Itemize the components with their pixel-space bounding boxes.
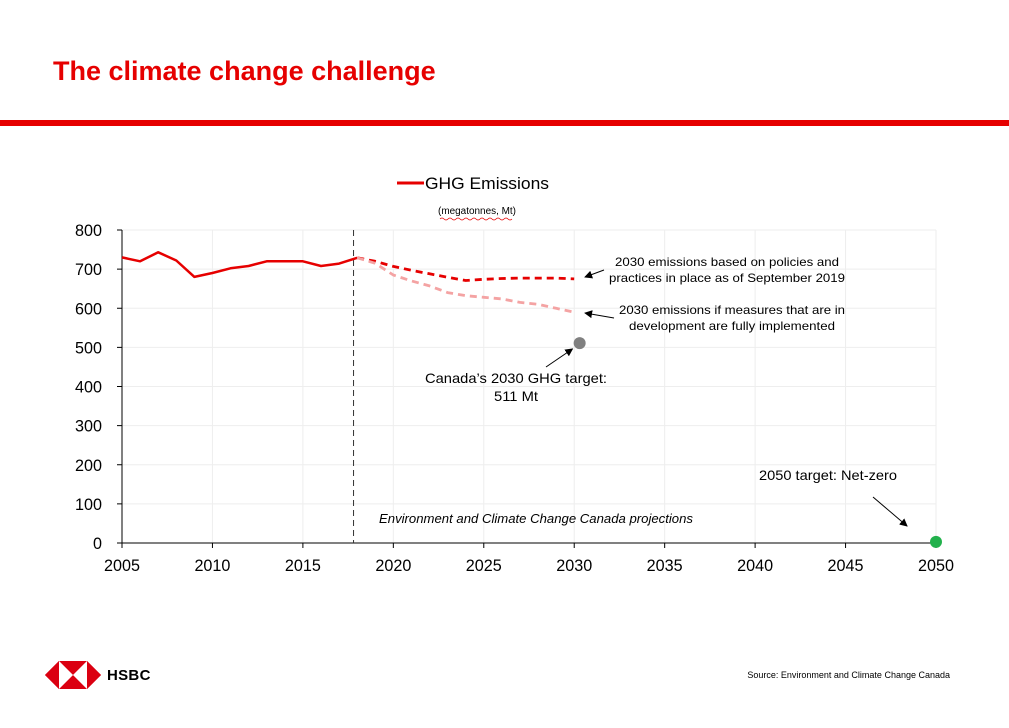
slide-title: The climate change challenge (53, 56, 436, 86)
title-rule (0, 120, 1009, 126)
y-tick-label: 200 (75, 456, 102, 475)
x-tick-label: 2010 (194, 556, 230, 575)
target-2050-point (930, 535, 942, 548)
x-tick-label: 2025 (466, 556, 502, 575)
chart-points (573, 337, 942, 548)
annotation-target-line2: 511 Mt (494, 388, 538, 404)
arrow-policies (584, 269, 605, 279)
y-tick-label: 0 (93, 534, 102, 553)
y-tick-label: 100 (75, 495, 102, 514)
legend-label: GHG Emissions (425, 174, 549, 193)
arrow-measures (584, 310, 615, 319)
x-tick-label: 2005 (104, 556, 140, 575)
annotation-policies-line1: 2030 emissions based on policies and (615, 255, 839, 269)
annotation-measures-line1: 2030 emissions if measures that are in (619, 303, 845, 317)
arrow-target-2030 (545, 348, 574, 368)
x-tick-label: 2030 (556, 556, 592, 575)
y-tick-label: 700 (75, 260, 102, 279)
chart-axes: 0 100 200 300 400 500 600 700 800 2005 2010 2015 202… (75, 221, 954, 575)
legend-sublabel: (megatonnes, Mt) (438, 206, 516, 217)
y-tick-label: 400 (75, 378, 102, 397)
x-tick-label: 2015 (285, 556, 321, 575)
y-tick-label: 500 (75, 338, 102, 357)
annotation-measures-line2: development are fully implemented (629, 319, 835, 333)
chart-annotations: GHG Emissions (megatonnes, Mt) 2030 emis… (379, 174, 897, 526)
target-2030-point (573, 337, 586, 350)
annotation-netzero: 2050 target: Net-zero (759, 467, 897, 483)
x-tick-label: 2035 (647, 556, 683, 575)
x-tick-label: 2020 (375, 556, 411, 575)
series-line-current-policies (356, 256, 575, 282)
series-line-additional-measures (356, 256, 575, 314)
hsbc-logo: HSBC (45, 660, 151, 690)
chart-series (121, 251, 575, 314)
x-tick-label: 2040 (737, 556, 773, 575)
hsbc-hexagon-icon (45, 661, 101, 689)
x-tick-label: 2045 (828, 556, 864, 575)
spellcheck-underline (439, 217, 513, 221)
chart-grid (122, 229, 937, 543)
series-line-historical (121, 251, 358, 279)
annotation-projections: Environment and Climate Change Canada pr… (379, 511, 693, 526)
x-tick-label: 2050 (918, 556, 954, 575)
source-note: Source: Environment and Climate Change C… (747, 670, 950, 680)
annotation-target-line1: Canada’s 2030 GHG target: (425, 370, 607, 386)
y-tick-label: 800 (75, 221, 102, 240)
annotation-arrows (545, 269, 908, 527)
annotation-policies-line2: practices in place as of September 2019 (609, 271, 845, 285)
y-tick-label: 300 (75, 417, 102, 436)
logo-text: HSBC (107, 666, 151, 684)
arrow-netzero (872, 496, 908, 527)
y-tick-label: 600 (75, 299, 102, 318)
